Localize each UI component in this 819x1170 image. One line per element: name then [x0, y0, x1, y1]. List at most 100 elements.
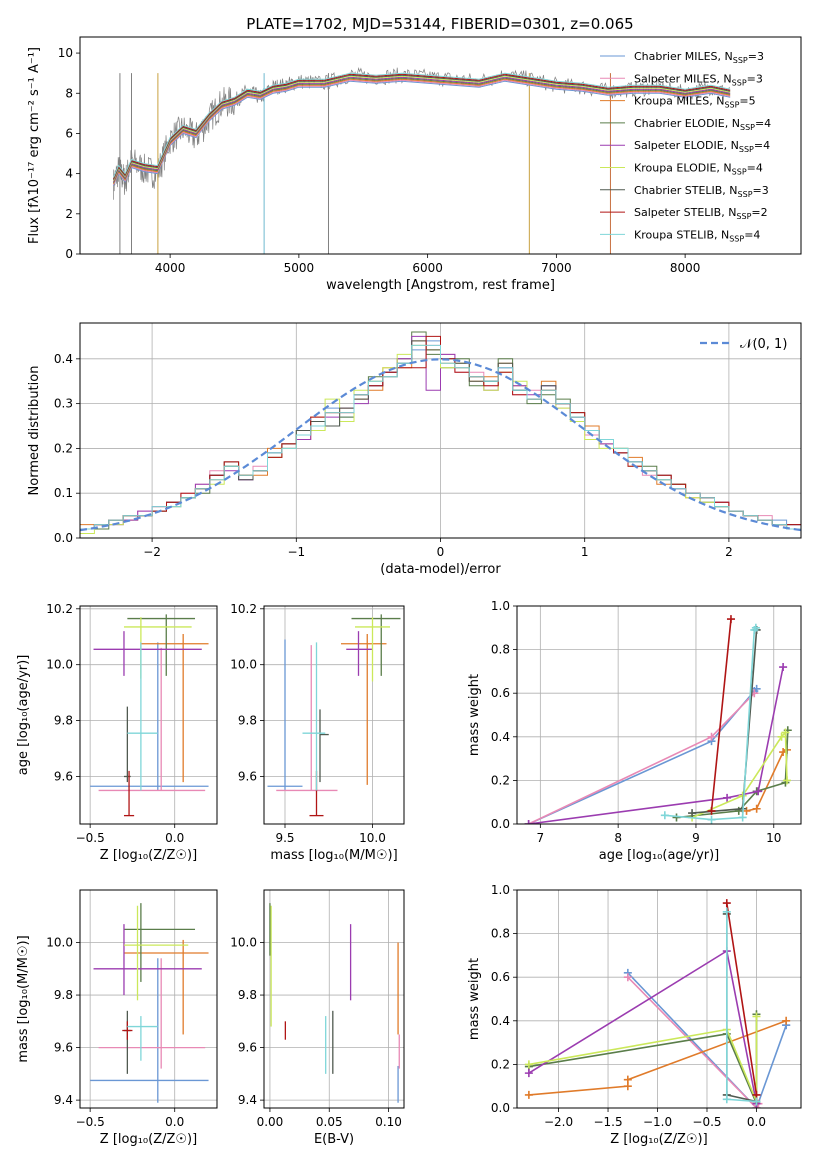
plus-marker	[672, 813, 681, 822]
legend-label: Kroupa ELODIE, NSSP=4	[634, 162, 763, 177]
plus-marker	[623, 973, 632, 982]
plus-marker	[688, 809, 697, 818]
plus-marker	[722, 907, 731, 916]
plus-marker	[707, 806, 716, 815]
x-tick-label: −1.0	[643, 1115, 672, 1129]
y-tick-label: 0.3	[54, 397, 73, 411]
axes-frame	[79, 36, 802, 255]
plus-marker	[707, 815, 716, 824]
y-tick-label: 10	[58, 46, 73, 60]
plus-marker	[779, 663, 788, 672]
plot-area-4	[517, 606, 801, 824]
y-tick-label: 9.8	[54, 714, 73, 728]
mass-weight-line	[692, 629, 758, 814]
y-tick-label: 0.0	[491, 1101, 510, 1115]
x-tick-label: −2.0	[544, 1115, 573, 1129]
legend-label: Chabrier MILES, NSSP=3	[634, 50, 764, 65]
x-tick-label: 8	[614, 831, 622, 845]
legend-label: Kroupa MILES, NSSP=5	[634, 95, 756, 110]
y-tick-label: 1.0	[491, 883, 510, 897]
plot-area-0	[113, 66, 731, 254]
mass-weight-line	[676, 730, 789, 819]
plot-area-2	[80, 606, 217, 824]
y-tick-label: 0.6	[491, 686, 510, 700]
x-tick-label: −1.5	[593, 1115, 622, 1129]
x-tick-label: 0.00	[257, 1115, 284, 1129]
x-tick-label: 0.0	[747, 1115, 766, 1129]
y-tick-label: 0.8	[491, 927, 510, 941]
x-tick-label: 10.0	[359, 831, 386, 845]
axes-frame	[263, 889, 405, 1109]
plus-marker	[752, 1012, 761, 1021]
x-tick-label: −0.5	[692, 1115, 721, 1129]
y-tick-label: 9.6	[238, 1041, 257, 1055]
plus-marker	[782, 776, 791, 785]
y-tick-label: 10.0	[230, 658, 257, 672]
mass-weight-line	[528, 949, 758, 1104]
plus-marker	[722, 1095, 731, 1104]
panel-5: −0.5 0.0 9.4 9.6 9.8 10.0 Z [log₁₀(Z/Z☉)] mass …	[16, 889, 218, 1147]
plus-marker	[752, 804, 761, 813]
x-tick-label: 0.0	[165, 1115, 184, 1129]
plus-marker	[782, 1016, 791, 1025]
x-axis-label: Z [log₁₀(Z/Z☉)]	[610, 1132, 707, 1147]
y-axis-label: Flux [fλ10⁻¹⁷ erg cm⁻² s⁻¹ A⁻¹]	[27, 47, 42, 244]
y-tick-label: 0	[65, 247, 73, 261]
y-axis-label: Normed distribution	[27, 366, 42, 496]
x-tick-label: −1	[287, 545, 305, 559]
x-tick-label: 10	[766, 831, 781, 845]
panel-4: 7 8 9 10 0.0 0.2 0.4 0.6 0.8 1.0 age [log₁₀(age/yr…	[467, 599, 802, 863]
y-axis-label: mass [log₁₀(M/M☉)]	[16, 935, 31, 1062]
x-tick-label: 1	[581, 545, 589, 559]
y-tick-label: 0.6	[491, 970, 510, 984]
plot-area-3	[264, 606, 404, 824]
plot-area-6	[264, 890, 404, 1108]
y-tick-label: 0.8	[491, 643, 510, 657]
legend-label: Salpeter MILES, NSSP=3	[634, 72, 763, 87]
x-tick-label: 0.10	[375, 1115, 402, 1129]
y-tick-label: 8	[65, 86, 73, 100]
axes-frame	[79, 605, 218, 825]
y-tick-label: 0.4	[54, 352, 73, 366]
plus-marker	[707, 732, 716, 741]
legend-label: Kroupa STELIB, NSSP=4	[634, 228, 760, 243]
mass-weight-line	[528, 692, 755, 824]
plus-marker	[524, 1060, 533, 1069]
y-tick-label: 0.4	[491, 730, 510, 744]
x-tick-label: 7	[537, 831, 545, 845]
y-tick-label: 9.4	[238, 1093, 257, 1107]
plus-marker	[777, 732, 786, 741]
legend-label: Salpeter ELODIE, NSSP=4	[634, 139, 770, 154]
plus-marker	[752, 684, 761, 693]
panel-6: 0.00 0.05 0.10 9.4 9.6 9.8 10.0 E(B-V)	[230, 889, 405, 1147]
plus-marker	[660, 811, 669, 820]
x-axis-label: mass [log₁₀(M/M☉)]	[270, 848, 397, 863]
x-tick-label: 9	[692, 831, 700, 845]
x-tick-label: 8000	[670, 261, 701, 275]
panel-1: −2 −1 0 1 2 0.0 0.1 0.2 0.3 0.4 (data-model)/error…	[27, 322, 802, 577]
x-tick-label: 0	[437, 545, 445, 559]
x-axis-label: wavelength [Angstrom, rest frame]	[326, 278, 555, 293]
axes-frame	[516, 889, 802, 1109]
y-tick-label: 9.8	[238, 988, 257, 1002]
mass-weight-line	[710, 619, 732, 811]
model-line	[113, 72, 731, 178]
x-tick-label: 6000	[412, 261, 443, 275]
y-tick-label: 9.8	[54, 988, 73, 1002]
plus-marker	[751, 623, 760, 632]
figure-title: PLATE=1702, MJD=53144, FIBERID=0301, z=0…	[246, 15, 633, 33]
x-tick-label: 5000	[284, 261, 315, 275]
plus-marker	[723, 793, 732, 802]
plus-marker	[623, 1075, 632, 1084]
y-tick-label: 0.2	[54, 441, 73, 455]
y-tick-label: 0.0	[54, 531, 73, 545]
x-tick-label: −2	[143, 545, 161, 559]
mass-weight-line	[627, 972, 787, 1108]
axes-frame	[79, 889, 218, 1109]
gaussian-legend-label: 𝒩(0, 1)	[740, 337, 787, 352]
mass-weight-line	[528, 666, 784, 824]
y-tick-label: 9.6	[238, 769, 257, 783]
mass-weight-line	[725, 911, 757, 1103]
plot-area-1	[80, 323, 801, 538]
x-tick-label: 0.0	[165, 831, 184, 845]
